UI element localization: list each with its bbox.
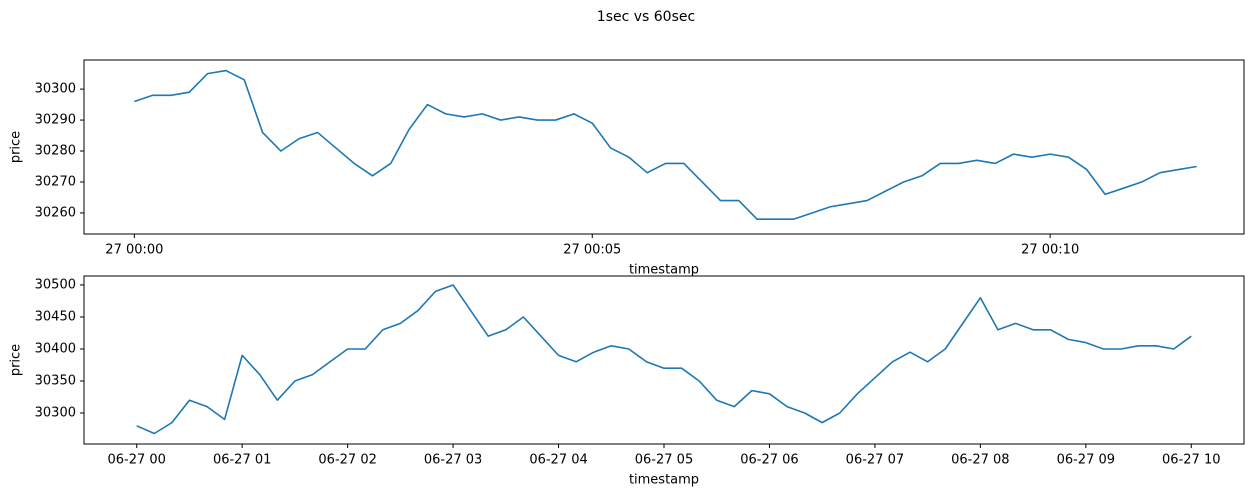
y-tick-label: 30270 (35, 174, 76, 189)
axes-frame (83, 275, 1245, 445)
x-tick-label: 06-27 08 (951, 453, 1009, 468)
y-axis-label: price (9, 131, 24, 163)
y-tick-label: 30280 (35, 144, 76, 159)
x-tick-label: 06-27 00 (108, 453, 166, 468)
y-tick-label: 30300 (35, 406, 76, 421)
x-tick-label: 06-27 09 (1057, 453, 1115, 468)
x-tick-label: 06-27 02 (318, 453, 376, 468)
y-tick-label: 30450 (35, 309, 76, 324)
axes: 30300 30350 30400 30450 30500 06-27 00 06-27 0… (9, 275, 1245, 488)
price-line (136, 284, 1192, 435)
axes: 30260 30270 30280 30290 30300 27 00:00 27 00:0… (9, 59, 1245, 278)
x-tick-label: 06-27 01 (213, 453, 271, 468)
x-tick-label: 06-27 10 (1162, 453, 1220, 468)
figure-title: 1sec vs 60sec (597, 9, 695, 25)
x-tick-label: 06-27 06 (740, 453, 798, 468)
x-tick-label: 27 00:00 (105, 243, 163, 258)
y-tick-label: 30500 (35, 277, 76, 292)
x-axis-label: timestamp (629, 473, 699, 488)
x-tick-label: 27 00:10 (1021, 243, 1079, 258)
x-tick-label: 06-27 05 (635, 453, 693, 468)
x-tick-label: 06-27 04 (529, 453, 587, 468)
y-tick-label: 30290 (35, 113, 76, 128)
x-tick-label: 06-27 03 (424, 453, 482, 468)
y-axis-label: price (9, 344, 24, 376)
x-axis-label: timestamp (629, 263, 699, 278)
y-tick-label: 30350 (35, 374, 76, 389)
x-tick-label: 27 00:05 (563, 243, 621, 258)
y-tick-label: 30400 (35, 341, 76, 356)
y-tick-label: 30260 (35, 205, 76, 220)
y-tick-label: 30300 (35, 82, 76, 97)
price-line (134, 69, 1197, 220)
axes-frame (83, 59, 1245, 235)
x-tick-label: 06-27 07 (846, 453, 904, 468)
